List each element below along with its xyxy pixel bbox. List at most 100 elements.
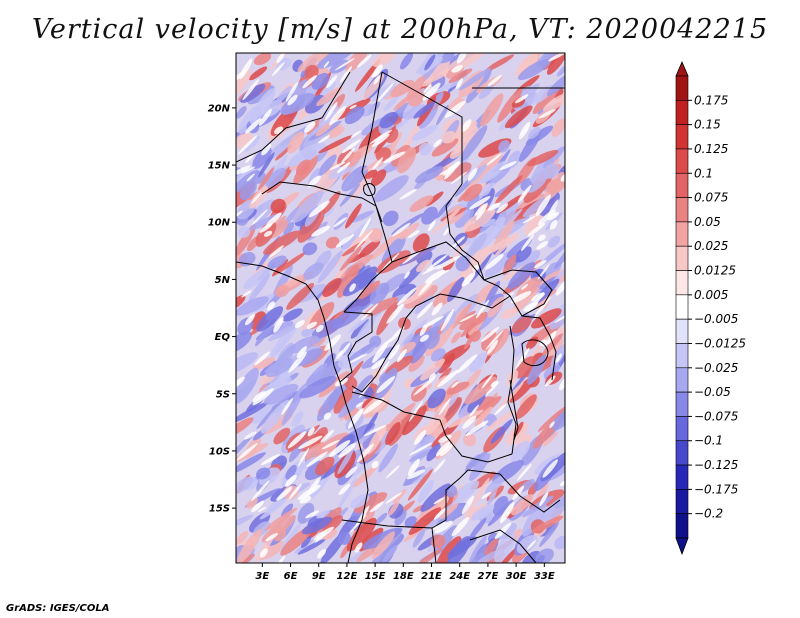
neutral-cell — [251, 192, 262, 204]
neutral-cell — [437, 369, 459, 388]
neutral-cell — [438, 398, 451, 416]
neutral-cell — [515, 347, 530, 370]
colorbar-label: −0.05 — [694, 385, 731, 399]
velocity-cell — [492, 495, 509, 516]
neutral-cell — [242, 79, 260, 101]
velocity-cell — [543, 163, 559, 179]
velocity-cell — [507, 262, 536, 290]
velocity-cell — [292, 190, 324, 223]
colorbar-top-arrow — [675, 60, 689, 77]
lat-label: 10S — [209, 446, 230, 457]
velocity-cell — [404, 516, 418, 528]
neutral-cell — [407, 458, 420, 477]
neutral-cell — [518, 121, 531, 140]
neutral-cell — [499, 501, 515, 524]
velocity-cell — [256, 467, 271, 480]
colorbar-swatch — [675, 75, 689, 101]
velocity-cell — [447, 536, 477, 558]
neutral-cell — [305, 510, 319, 519]
neutral-cell — [499, 161, 517, 171]
velocity-cell — [469, 535, 487, 563]
velocity-cell — [502, 254, 517, 276]
velocity-cell — [316, 510, 330, 519]
neutral-cell — [485, 254, 504, 270]
velocity-cell — [322, 191, 341, 214]
velocity-cell — [468, 517, 487, 541]
neutral-cell — [373, 75, 381, 85]
velocity-cell — [297, 53, 334, 72]
colorbar-swatch — [675, 513, 689, 539]
velocity-cell — [464, 330, 477, 350]
colorbar-swatch — [675, 343, 689, 369]
velocity-cell — [385, 402, 416, 432]
neutral-cell — [236, 376, 245, 388]
velocity-cell — [257, 167, 275, 191]
latitude-axis: 20N 15N 10N 5N EQ 5S 10S 15S — [208, 103, 236, 515]
neutral-cell — [260, 454, 281, 466]
neutral-cell — [486, 153, 502, 166]
neutral-cell — [461, 495, 474, 515]
colorbar-label: 0.05 — [694, 215, 721, 229]
velocity-cell — [274, 284, 290, 298]
neutral-cell — [385, 492, 403, 504]
velocity-cell — [322, 529, 338, 540]
velocity-field — [236, 53, 565, 563]
neutral-cell — [288, 483, 302, 500]
velocity-cell — [263, 230, 301, 255]
neutral-cell — [315, 324, 324, 333]
velocity-cell — [364, 169, 378, 179]
neutral-cell — [433, 497, 445, 505]
neutral-cell — [396, 349, 407, 363]
velocity-cell — [436, 536, 462, 563]
neutral-cell — [276, 53, 285, 64]
velocity-cell — [436, 104, 449, 126]
neutral-cell — [422, 82, 441, 101]
velocity-cell — [426, 443, 441, 462]
neutral-cell — [371, 133, 390, 147]
neutral-cell — [259, 223, 273, 233]
velocity-cell — [302, 242, 318, 256]
velocity-cell — [409, 195, 434, 212]
velocity-cell — [412, 466, 433, 485]
velocity-cell — [487, 296, 505, 318]
velocity-cell — [545, 178, 565, 194]
velocity-cell — [469, 352, 487, 373]
lon-label: 12E — [337, 571, 358, 582]
velocity-cell — [373, 175, 409, 202]
velocity-cell — [381, 236, 406, 265]
neutral-cell — [383, 151, 406, 164]
colorbar-label: 0.175 — [694, 93, 728, 107]
velocity-cell — [237, 226, 251, 238]
neutral-cell — [474, 204, 486, 216]
zimbabwe-border — [469, 529, 537, 563]
lake-chad — [363, 183, 376, 197]
neutral-cell — [317, 549, 326, 559]
neutral-cell — [341, 139, 361, 154]
neutral-cell — [323, 61, 330, 69]
velocity-cell — [464, 450, 488, 472]
neutral-cell — [409, 442, 433, 456]
velocity-cell — [458, 67, 492, 91]
velocity-cell — [297, 209, 326, 243]
velocity-cell — [449, 480, 480, 506]
velocity-cell — [316, 86, 343, 106]
velocity-cell — [268, 323, 299, 342]
velocity-cell — [343, 291, 377, 314]
velocity-cell — [263, 383, 299, 405]
velocity-cell — [247, 85, 275, 105]
neutral-cell — [472, 264, 480, 272]
velocity-cell — [413, 101, 435, 119]
velocity-cell — [420, 483, 451, 512]
velocity-cell — [497, 88, 523, 123]
velocity-cell — [554, 88, 564, 100]
neutral-cell — [334, 377, 349, 387]
velocity-cell — [543, 363, 561, 380]
lon-label: 15E — [365, 571, 386, 582]
colorbar-swatch — [675, 464, 689, 490]
neutral-cell — [467, 167, 478, 182]
velocity-cell — [249, 186, 269, 209]
colorbar-swatch — [675, 148, 689, 174]
neutral-cell — [438, 434, 452, 443]
velocity-cell — [543, 92, 565, 113]
